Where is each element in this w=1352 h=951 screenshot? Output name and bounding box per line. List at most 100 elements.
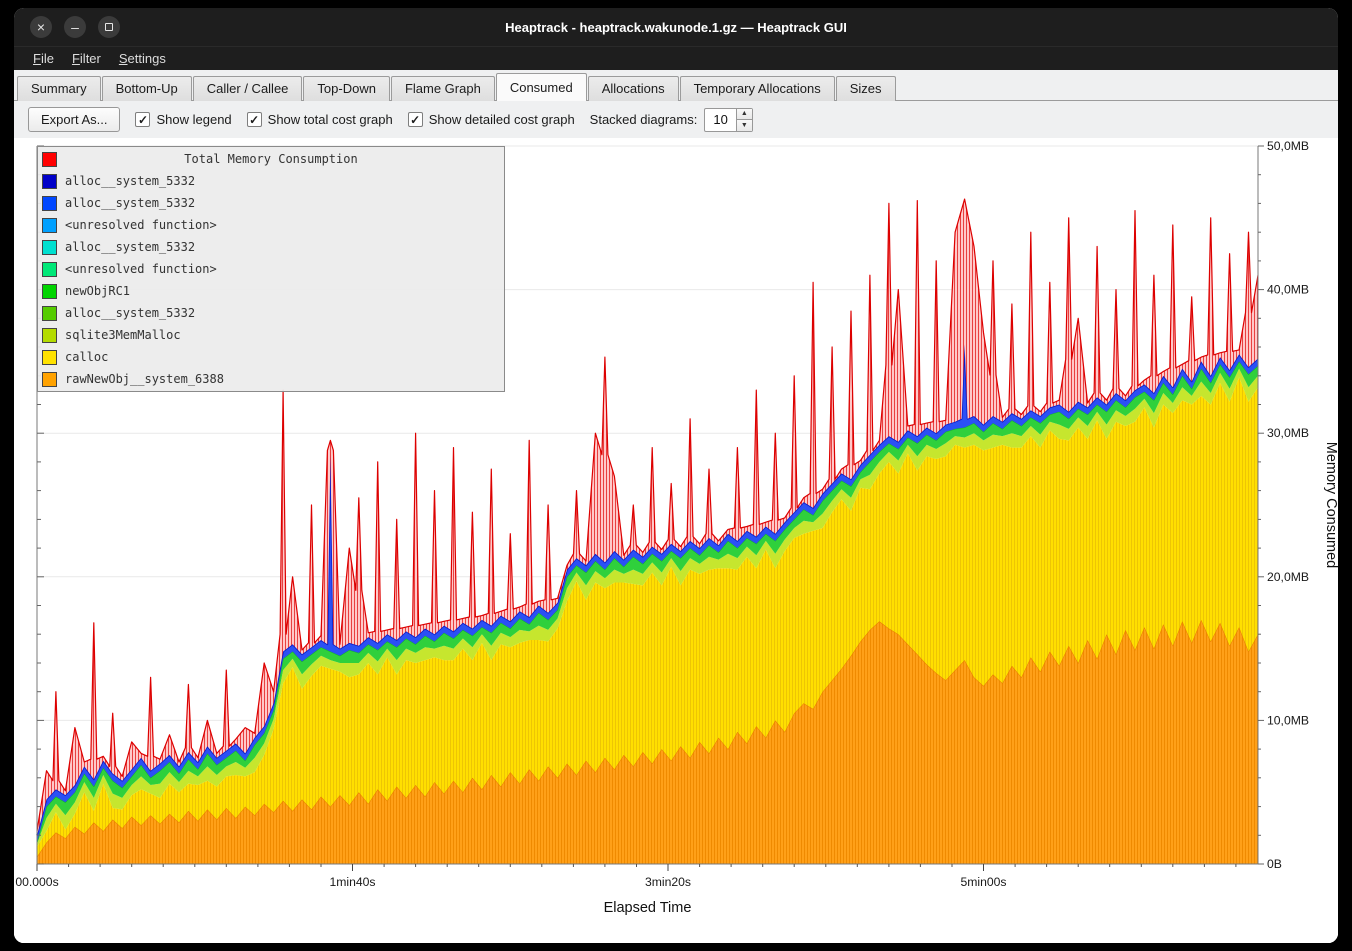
show-total-cost-label: Show total cost graph [267,112,393,127]
legend-row: alloc__system_5332 [38,236,504,258]
window-controls: × – [30,8,120,46]
menu-settings[interactable]: Settings [110,49,175,68]
legend-label: alloc__system_5332 [65,240,196,254]
legend-row: newObjRC1 [38,280,504,302]
tab-consumed[interactable]: Consumed [495,73,587,101]
menu-settings-label: ettings [127,51,166,66]
legend-row: alloc__system_5332 [38,192,504,214]
legend-swatch [42,173,57,189]
legend-swatch [42,327,57,343]
menu-file-mnemonic: F [33,51,41,66]
legend-label: alloc__system_5332 [65,174,196,188]
spin-down-button[interactable]: ▼ [736,119,752,131]
stacked-diagrams-spinbox[interactable]: 10 ▲ ▼ [704,107,753,132]
legend-swatch [42,349,57,365]
maximize-icon [105,23,113,31]
legend-label: sqlite3MemMalloc [65,328,181,342]
main-content: Summary Bottom-Up Caller / Callee Top-Do… [14,70,1338,943]
svg-text:Memory Consumed: Memory Consumed [1323,442,1338,569]
legend-swatch [42,371,57,387]
tab-bar: Summary Bottom-Up Caller / Callee Top-Do… [14,70,1338,101]
tab-temporary-allocations[interactable]: Temporary Allocations [679,76,835,101]
chart-area: 00.000s 1min40s 3min20s 5min00s 0B 10,0MB 20,0… [14,138,1338,943]
close-icon: × [36,19,46,35]
legend-label: calloc [65,350,109,364]
legend-swatch [42,305,57,321]
window-title: Heaptrack - heaptrack.wakunode.1.gz — He… [505,19,847,35]
show-total-cost-checkbox-group: ✓ Show total cost graph [246,112,393,127]
close-button[interactable]: × [30,16,52,38]
legend-swatch [42,217,57,233]
minimize-icon: – [71,19,79,35]
svg-text:3min20s: 3min20s [645,875,691,889]
legend-label: alloc__system_5332 [65,196,196,210]
svg-text:Elapsed Time: Elapsed Time [604,900,692,916]
menu-file[interactable]: File [24,49,63,68]
show-detailed-cost-checkbox[interactable]: ✓ [407,112,423,127]
chevron-down-icon: ▼ [740,121,748,129]
chevron-up-icon: ▲ [740,110,748,118]
tab-allocations[interactable]: Allocations [587,76,679,101]
memory-consumption-chart[interactable]: 00.000s 1min40s 3min20s 5min00s 0B 10,0MB 20,0… [14,138,1338,943]
show-legend-label: Show legend [156,112,232,127]
legend-row: <unresolved function> [38,258,504,280]
minimize-button[interactable]: – [64,16,86,38]
tab-top-down[interactable]: Top-Down [303,76,390,101]
check-icon: ✓ [249,112,260,127]
legend-label: <unresolved function> [65,218,217,232]
legend-row: calloc [38,346,504,368]
legend-label: rawNewObj__system_6388 [65,372,224,386]
maximize-button[interactable] [98,16,120,38]
legend-row: sqlite3MemMalloc [38,324,504,346]
menu-filter[interactable]: Filter [63,49,110,68]
tab-summary[interactable]: Summary [17,76,101,101]
legend-row: rawNewObj__system_6388 [38,368,504,390]
svg-text:40,0MB: 40,0MB [1267,283,1309,297]
check-icon: ✓ [137,112,149,127]
svg-text:5min00s: 5min00s [960,875,1006,889]
legend-swatch [42,283,57,299]
menu-filter-mnemonic: F [71,51,80,66]
heaptrack-window: × – Heaptrack - heaptrack.wakunode.1.gz … [14,8,1338,943]
chart-legend: Total Memory Consumption alloc__system_5… [37,146,505,392]
svg-text:0B: 0B [1267,857,1282,871]
show-legend-checkbox[interactable]: ✓ [135,112,151,127]
menubar: File Filter Settings [14,46,1338,70]
legend-row: alloc__system_5332 [38,302,504,324]
tab-flame-graph[interactable]: Flame Graph [390,76,495,101]
menu-file-label: ile [40,51,54,66]
legend-label: alloc__system_5332 [65,306,196,320]
titlebar[interactable]: × – Heaptrack - heaptrack.wakunode.1.gz … [14,8,1338,46]
menu-settings-mnemonic: S [118,51,128,66]
svg-text:1min40s: 1min40s [329,875,375,889]
toolbar: Export As... ✓ Show legend ✓ Show total … [14,101,1338,138]
svg-text:20,0MB: 20,0MB [1267,570,1309,584]
legend-label: newObjRC1 [65,284,131,298]
legend-row: alloc__system_5332 [38,170,504,192]
check-icon: ✓ [410,112,421,127]
svg-text:30,0MB: 30,0MB [1267,426,1309,440]
tab-sizes[interactable]: Sizes [835,76,896,101]
spin-buttons: ▲ ▼ [735,108,752,131]
export-as-button[interactable]: Export As... [28,107,121,132]
legend-title: Total Memory Consumption [184,152,358,166]
svg-text:10,0MB: 10,0MB [1267,713,1309,727]
show-detailed-cost-checkbox-group: ✓ Show detailed cost graph [407,112,575,127]
legend-swatch-total [42,151,57,167]
tab-bottom-up[interactable]: Bottom-Up [101,76,192,101]
stacked-diagrams-value[interactable]: 10 [713,112,728,127]
show-legend-checkbox-group: ✓ Show legend [135,112,232,127]
legend-label: <unresolved function> [65,262,217,276]
show-total-cost-checkbox[interactable]: ✓ [246,112,262,127]
show-detailed-cost-label: Show detailed cost graph [428,112,575,127]
spin-up-button[interactable]: ▲ [736,108,752,119]
svg-text:50,0MB: 50,0MB [1267,139,1309,153]
menu-filter-label: ilter [79,51,101,66]
svg-text:00.000s: 00.000s [15,875,58,889]
legend-swatch [42,195,57,211]
legend-title-row: Total Memory Consumption [38,148,504,170]
legend-swatch [42,239,57,255]
legend-row: <unresolved function> [38,214,504,236]
legend-swatch [42,261,57,277]
tab-caller-callee[interactable]: Caller / Callee [192,76,303,101]
